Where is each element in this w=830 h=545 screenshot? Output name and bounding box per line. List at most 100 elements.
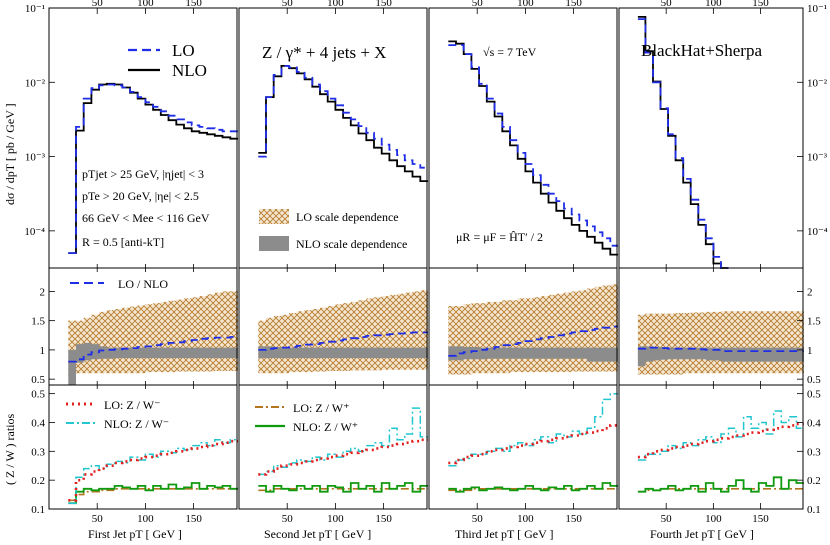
second-jet-top-xtick-label: 150 <box>375 0 392 9</box>
log-ytick-label-left: 10⁻¹ <box>25 3 45 15</box>
third-jet-ratio-lo-plus <box>448 488 618 492</box>
third-jet-top-xtick-label: 50 <box>472 0 484 9</box>
third-jet-top-xtick-label: 100 <box>517 0 534 9</box>
second-jet-top-xtick-label: 100 <box>327 0 344 9</box>
fourth-jet-top-xtick-label: 100 <box>705 0 722 9</box>
log-ytick-label-right: 10⁻⁴ <box>807 226 828 238</box>
first-jet-lo-over-nlo-line <box>68 336 238 363</box>
legend-lo-plus-label: LO: Z / W⁺ <box>293 401 349 415</box>
second-jet-top-xtick-label: 50 <box>282 0 294 9</box>
first-jet-lo-scale-band <box>68 291 238 377</box>
third-jet-bottom-xtick-label: 150 <box>565 513 582 525</box>
third-jet-ratio-nlo-minus <box>448 392 618 467</box>
bot-ytick-label-left: 0.4 <box>31 417 45 429</box>
xlabel-fourth: Fourth Jet pT [ GeV ] <box>650 527 754 541</box>
second-jet-lo-scale-band <box>258 290 428 374</box>
first-jet-bottom-xtick-label: 50 <box>92 513 104 525</box>
log-ytick-label-right: 10⁻¹ <box>807 3 827 15</box>
scale-bands-layer <box>68 284 804 385</box>
cut-mass: 66 GeV < Mee < 116 GeV <box>82 211 210 225</box>
mid-ytick-label-right: 1 <box>807 345 813 357</box>
first-jet-top-frame <box>48 7 238 269</box>
second-jet-bottom-xtick-label: 100 <box>327 513 344 525</box>
fourth-jet-bot-frame <box>618 384 804 510</box>
bot-ytick-label-left: 0.2 <box>31 475 45 487</box>
mid-ytick-label-left: 2 <box>40 286 46 298</box>
first-jet-top-xtick-label: 50 <box>92 0 104 9</box>
third-jet-top-xtick-label: 150 <box>565 0 582 9</box>
xlabel-third: Third Jet pT [ GeV ] <box>455 527 554 541</box>
first-jet-lo-spectrum <box>68 83 238 254</box>
cut-radius: R = 0.5 [anti-kT] <box>82 235 164 249</box>
bot-ytick-label-right: 0.3 <box>807 446 821 458</box>
fourth-jet-lo-over-nlo-line <box>637 346 804 352</box>
first-jet-bottom-xtick-label: 150 <box>185 513 202 525</box>
third-jet-ratio-lo-minus <box>448 424 618 465</box>
xlabel-first: First Jet pT [ GeV ] <box>88 527 182 541</box>
log-ytick-label-left: 10⁻² <box>25 77 46 89</box>
curves-layer <box>68 15 804 505</box>
third-jet-ratio-nlo-plus <box>448 482 618 493</box>
fourth-jet-nlo-scale-band <box>637 346 804 367</box>
fourth-jet-ratio-nlo-minus <box>637 410 804 461</box>
log-ytick-label-left: 10⁻⁴ <box>24 226 45 238</box>
second-jet-bottom-xtick-label: 50 <box>282 513 294 525</box>
fourth-jet-lo-scale-band <box>637 311 804 375</box>
process-title: Z / γ* + 4 jets + X <box>262 43 386 62</box>
second-jet-bot-frame <box>238 384 428 510</box>
second-jet-ratio-nlo-minus <box>258 407 428 476</box>
energy-label: √s = 7 TeV <box>483 45 537 59</box>
log-ytick-label-right: 10⁻² <box>807 77 828 89</box>
third-jet-bottom-xtick-label: 100 <box>517 513 534 525</box>
legend-nlo-band-swatch <box>259 236 289 251</box>
frames-layer <box>48 7 804 510</box>
first-jet-top-xtick-label: 100 <box>137 0 154 9</box>
first-jet-ratio-lo-minus <box>68 439 238 502</box>
second-jet-bottom-xtick-label: 150 <box>375 513 392 525</box>
legend-lo-label: LO <box>172 41 195 60</box>
fourth-jet-ratio-lo-minus <box>637 422 804 459</box>
scale-choice-label: μR = μF = ĤT′ / 2 <box>456 230 543 244</box>
legend-nlo-band-label: NLO scale dependence <box>296 237 407 251</box>
log-ytick-label-right: 10⁻³ <box>807 152 828 164</box>
mid-ytick-label-left: 1 <box>40 345 46 357</box>
second-jet-ratio-nlo-plus <box>258 482 428 493</box>
bottom-ylabel: ( Z / W ) ratios <box>3 413 17 485</box>
legend-nlo-plus-label: NLO: Z / W⁺ <box>293 420 358 434</box>
first-jet-bot-frame <box>48 384 238 510</box>
legend-lo-minus-label: LO: Z / W⁻ <box>104 398 160 412</box>
bot-ytick-label-right: 0.4 <box>807 417 821 429</box>
bot-ytick-label-left: 0.3 <box>31 446 45 458</box>
first-jet-ratio-nlo-plus <box>68 482 238 505</box>
third-jet-lo-spectrum <box>448 44 618 247</box>
legend-nlo-minus-label: NLO: Z / W⁻ <box>104 417 169 431</box>
top-ylabel: dσ / dpT [ pb / GeV ] <box>3 103 17 205</box>
second-jet-lo-spectrum <box>258 65 428 169</box>
xlabel-second: Second Jet pT [ GeV ] <box>264 527 371 541</box>
bot-ytick-label-left: 0.1 <box>31 504 45 516</box>
ticks-layer: 50 50 100 100 150 150 50 50 100 100 150 150 50 50 100 1… <box>24 0 827 525</box>
third-jet-nlo-spectrum <box>448 40 618 256</box>
third-jet-bot-frame <box>428 384 618 510</box>
fourth-jet-top-xtick-label: 150 <box>752 0 769 9</box>
legend-lo-band-swatch <box>259 209 289 224</box>
legend-lo-band-label: LO scale dependence <box>296 210 399 224</box>
log-ytick-label-left: 10⁻³ <box>25 152 46 164</box>
second-jet-nlo-scale-band <box>258 346 428 359</box>
legend-ratio-label: LO / NLO <box>118 277 168 291</box>
collaboration-label: BlackHat+Sherpa <box>641 41 762 60</box>
second-jet-ratio-lo-plus <box>258 488 428 492</box>
cut-jet: pTjet > 25 GeV, |ηjet| < 3 <box>82 167 204 181</box>
first-jet-nlo-scale-band <box>68 342 238 385</box>
mid-ytick-label-left: 1.5 <box>31 316 45 328</box>
mid-ytick-label-right: 0.5 <box>807 374 821 386</box>
fourth-jet-top-xtick-label: 50 <box>661 0 673 9</box>
fourth-jet-bottom-xtick-label: 150 <box>752 513 769 525</box>
second-jet-ratio-lo-minus <box>258 438 428 476</box>
fourth-jet-bottom-xtick-label: 100 <box>705 513 722 525</box>
bot-ytick-label-left: 0.5 <box>31 389 45 401</box>
first-jet-bottom-xtick-label: 100 <box>137 513 154 525</box>
legend-nlo-label: NLO <box>172 61 207 80</box>
second-jet-nlo-spectrum <box>258 65 428 182</box>
bot-ytick-label-right: 0.1 <box>807 504 821 516</box>
